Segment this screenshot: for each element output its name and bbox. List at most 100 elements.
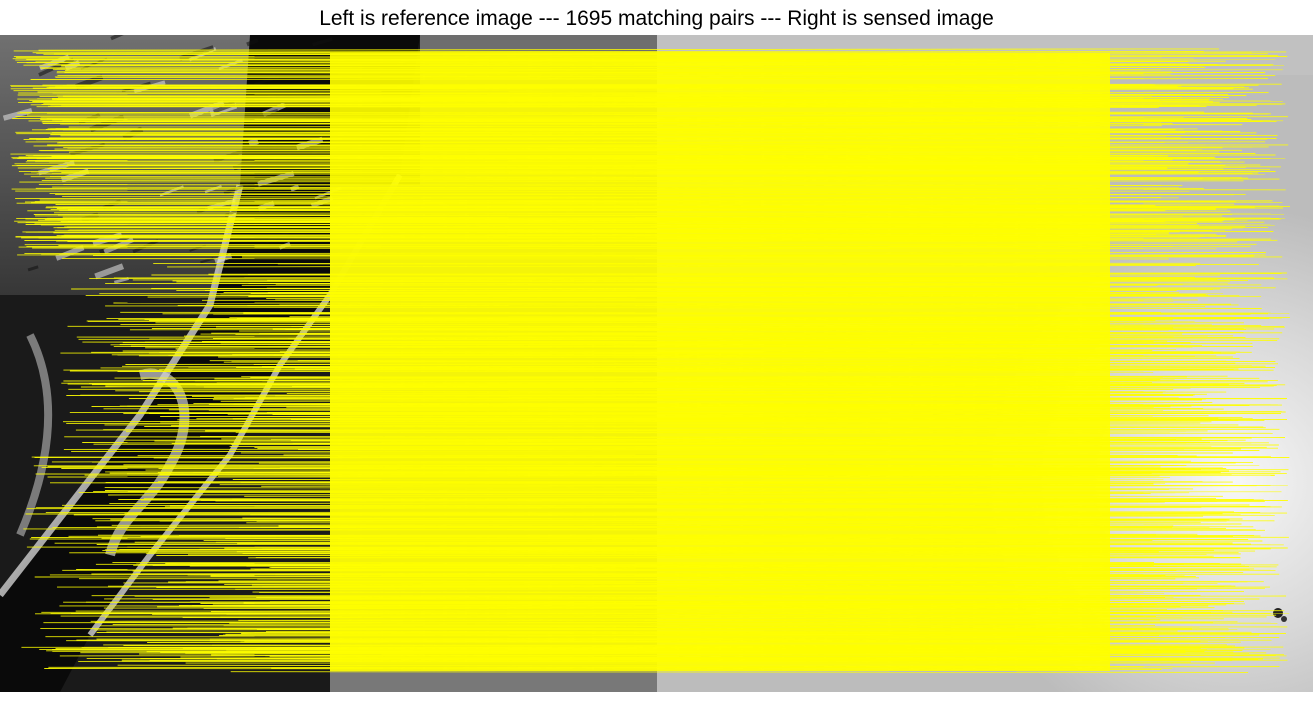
match-line bbox=[69, 228, 1232, 231]
match-line bbox=[218, 356, 1240, 359]
match-line bbox=[262, 548, 1153, 551]
match-line bbox=[39, 199, 1221, 202]
match-line bbox=[237, 543, 1284, 546]
match-line bbox=[66, 422, 1201, 425]
match-line bbox=[66, 178, 1231, 181]
match-line bbox=[267, 279, 1160, 281]
match-line bbox=[189, 565, 1277, 568]
match-line bbox=[154, 440, 1211, 443]
match-line bbox=[24, 172, 1253, 175]
match-line bbox=[53, 212, 1285, 215]
match-line bbox=[285, 328, 1151, 331]
match-line bbox=[66, 224, 1199, 228]
match-line bbox=[119, 343, 1203, 347]
match-line bbox=[225, 633, 1279, 635]
match-line bbox=[157, 606, 1177, 609]
match-line bbox=[286, 391, 1227, 395]
match-line bbox=[265, 630, 1178, 633]
match-line bbox=[26, 113, 1269, 116]
match-line bbox=[180, 656, 1172, 659]
match-line bbox=[62, 216, 1280, 219]
match-line bbox=[61, 171, 1199, 174]
match-line bbox=[125, 431, 1170, 434]
match-line bbox=[11, 188, 1286, 191]
match-line bbox=[63, 369, 1213, 371]
match-line bbox=[46, 156, 1286, 160]
match-line bbox=[19, 111, 1272, 115]
match-line bbox=[193, 402, 1213, 405]
figure-title: Left is reference image --- 1695 matchin… bbox=[319, 7, 994, 30]
match-line bbox=[48, 666, 1173, 669]
city-block bbox=[94, 263, 125, 280]
match-line bbox=[71, 450, 1260, 453]
match-line bbox=[215, 540, 1263, 543]
match-line bbox=[21, 237, 1198, 240]
match-line bbox=[225, 470, 1230, 473]
match-line bbox=[110, 519, 1227, 522]
match-line bbox=[34, 213, 1233, 217]
match-line bbox=[40, 116, 1289, 118]
match-line bbox=[13, 88, 1253, 92]
match-line bbox=[112, 624, 1156, 626]
match-line bbox=[115, 550, 1174, 553]
match-line bbox=[49, 169, 1270, 172]
match-line bbox=[136, 562, 1220, 565]
match-line bbox=[60, 614, 1277, 617]
match-line bbox=[61, 468, 1202, 470]
match-line bbox=[44, 668, 1162, 670]
match-line bbox=[241, 376, 1163, 378]
city-block bbox=[2, 108, 33, 121]
match-line bbox=[36, 51, 1287, 54]
city-block bbox=[55, 245, 85, 261]
match-line bbox=[285, 403, 1278, 406]
city-block bbox=[80, 57, 108, 71]
city-block bbox=[246, 38, 259, 47]
match-line bbox=[233, 398, 1206, 400]
match-line bbox=[23, 138, 1181, 141]
match-line bbox=[109, 471, 1281, 474]
match-line bbox=[120, 311, 1290, 314]
match-line bbox=[19, 180, 1244, 183]
match-line bbox=[41, 66, 1204, 69]
match-line bbox=[62, 419, 1265, 423]
match-line bbox=[59, 605, 1155, 608]
match-line bbox=[256, 595, 1287, 598]
match-line bbox=[124, 512, 1288, 515]
match-line bbox=[275, 283, 1262, 286]
match-line bbox=[144, 426, 1266, 429]
match-line bbox=[58, 245, 1173, 247]
match-line bbox=[15, 131, 1241, 133]
city-block bbox=[27, 265, 39, 272]
match-line bbox=[213, 306, 1262, 309]
match-line bbox=[61, 504, 1272, 508]
match-line bbox=[55, 647, 1167, 651]
match-line bbox=[71, 287, 1276, 290]
city-block bbox=[110, 35, 136, 41]
match-line bbox=[109, 501, 1165, 505]
match-line bbox=[10, 84, 1259, 87]
match-line bbox=[171, 425, 1264, 428]
match-line bbox=[214, 377, 1260, 380]
city-block bbox=[254, 75, 280, 86]
match-line bbox=[50, 134, 1166, 137]
match-line bbox=[51, 460, 1191, 463]
match-line bbox=[16, 202, 1235, 205]
match-line bbox=[34, 456, 1257, 458]
match-line bbox=[52, 99, 1283, 102]
match-line bbox=[34, 612, 1271, 615]
match-line bbox=[278, 525, 1254, 528]
match-line bbox=[57, 219, 1223, 222]
match-line bbox=[99, 625, 1288, 628]
match-line bbox=[275, 367, 1239, 370]
match-line bbox=[149, 659, 1288, 662]
match-line bbox=[253, 363, 1279, 366]
match-line bbox=[147, 295, 1240, 298]
match-line bbox=[105, 282, 1183, 285]
match-line bbox=[159, 473, 1287, 475]
match-line bbox=[17, 166, 1246, 169]
match-line bbox=[41, 466, 1227, 469]
match-line bbox=[61, 123, 1243, 126]
match-line bbox=[55, 76, 1180, 80]
match-line bbox=[64, 436, 1252, 439]
match-line bbox=[17, 221, 1265, 224]
